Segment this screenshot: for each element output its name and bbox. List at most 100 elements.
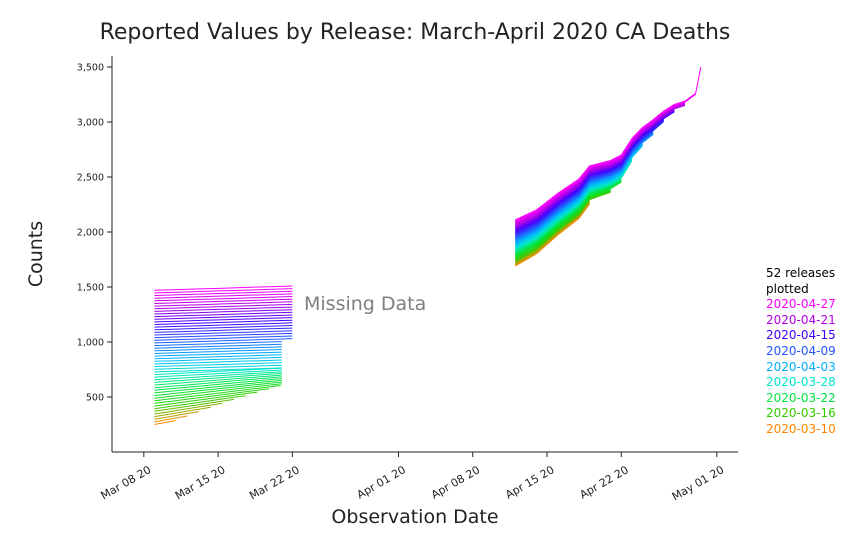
release-line-april-11	[514, 181, 622, 257]
x-tick-label-2: Mar 22 20	[247, 463, 302, 502]
release-lines	[154, 66, 702, 425]
x-tick-label-5: Apr 15 20	[503, 463, 556, 501]
release-line-march-18	[154, 369, 282, 378]
release-line-march-40	[154, 314, 293, 320]
release-line-april-34	[514, 120, 665, 236]
release-line-march-31	[154, 338, 293, 344]
release-line-march-10	[154, 383, 282, 399]
release-line-march-27	[154, 349, 282, 354]
y-axis-label: Counts	[25, 220, 47, 288]
release-line-march-49	[154, 290, 293, 297]
x-tick-label-7: May 01 20	[670, 463, 726, 503]
x-axis-label: Observation Date	[331, 506, 499, 528]
release-line-march-42	[154, 309, 293, 315]
release-line-march-22	[154, 362, 282, 368]
y-tick-label-5: 3,000	[77, 118, 104, 129]
y-ticks: 500 1,000 1,500 2,000 2,500 3,000 3,500	[77, 63, 112, 404]
release-line-april-12	[514, 181, 622, 256]
release-line-march-43	[154, 306, 293, 312]
chart-title: Reported Values by Release: March-April …	[99, 20, 731, 45]
release-line-march-16	[154, 372, 282, 383]
release-line-april-9	[514, 189, 611, 259]
release-line-march-9	[154, 385, 281, 402]
x-tick-label-6: Apr 22 20	[577, 463, 630, 501]
release-line-march-23	[154, 359, 282, 365]
y-tick-label-3: 2,000	[77, 228, 104, 239]
x-tick-label-4: Apr 08 20	[429, 463, 482, 501]
release-line-march-29	[154, 343, 282, 349]
release-line-april-15	[514, 179, 622, 253]
release-line-april-10	[514, 188, 611, 258]
release-line-april-7	[514, 190, 611, 261]
release-line-march-38	[154, 319, 293, 325]
x-tick-label-3: Apr 01 20	[355, 463, 408, 501]
release-line-april-8	[514, 190, 611, 260]
release-line-march-0	[154, 420, 176, 425]
release-line-march-47	[154, 296, 293, 302]
release-line-april-51	[514, 66, 702, 221]
legend-entry-4: 2020-04-03	[766, 359, 836, 374]
legend: 52 releases plotted 2020-04-27 2020-04-21 2…	[766, 266, 836, 438]
legend-entry-0: 2020-04-27	[766, 297, 836, 312]
release-line-march-13	[154, 378, 282, 391]
release-line-march-3	[154, 406, 211, 418]
missing-data-annotation: Missing Data	[304, 293, 427, 315]
legend-entry-6: 2020-03-22	[766, 390, 836, 405]
release-line-march-12	[154, 379, 282, 394]
release-line-march-39	[154, 317, 293, 323]
release-line-april-37	[514, 118, 665, 234]
release-line-march-11	[154, 381, 282, 397]
release-line-march-50	[154, 288, 293, 294]
release-line-april-16	[514, 178, 622, 253]
legend-entry-1: 2020-04-21	[766, 312, 836, 327]
release-line-march-46	[154, 298, 293, 304]
release-line-march-15	[154, 374, 282, 386]
release-line-march-33	[154, 332, 293, 339]
legend-entry-8: 2020-03-10	[766, 421, 836, 436]
release-line-march-14	[154, 376, 282, 389]
release-line-march-32	[154, 335, 293, 341]
release-line-march-34	[154, 330, 293, 336]
release-line-april-6	[514, 191, 611, 262]
x-tick-label-0: Mar 08 20	[99, 463, 154, 502]
y-tick-label-0: 500	[86, 393, 104, 404]
y-tick-label-2: 1,500	[77, 283, 104, 294]
release-line-march-48	[154, 293, 293, 299]
legend-entry-2: 2020-04-15	[766, 328, 836, 343]
release-line-march-4	[154, 402, 223, 415]
release-line-march-26	[154, 351, 282, 357]
release-line-march-19	[154, 367, 282, 375]
release-line-march-24	[154, 356, 282, 362]
release-line-march-36	[154, 325, 293, 331]
release-line-march-17	[154, 371, 282, 381]
release-line-april-14	[514, 179, 622, 254]
release-line-march-28	[154, 346, 282, 352]
release-line-march-20	[154, 367, 282, 373]
legend-entry-3: 2020-04-09	[766, 343, 836, 358]
release-line-march-5	[154, 398, 235, 412]
release-line-march-2	[154, 411, 200, 420]
legend-entry-7: 2020-03-16	[766, 406, 836, 421]
release-line-march-21	[154, 364, 282, 370]
release-line-march-51	[154, 285, 293, 291]
release-line-march-7	[154, 391, 258, 407]
release-line-april-13	[514, 180, 622, 255]
x-ticks: Mar 08 20 Mar 15 20 Mar 22 20 Apr 01 20 Apr …	[99, 452, 726, 503]
release-line-march-35	[154, 327, 293, 333]
release-line-march-44	[154, 303, 293, 310]
x-tick-label-1: Mar 15 20	[173, 463, 228, 502]
release-line-march-37	[154, 322, 293, 328]
y-tick-label-1: 1,000	[77, 338, 104, 349]
release-line-march-45	[154, 301, 293, 307]
release-line-march-30	[154, 341, 282, 347]
legend-entry-5: 2020-03-28	[766, 375, 836, 390]
release-line-march-6	[154, 395, 246, 410]
y-tick-label-4: 2,500	[77, 173, 104, 184]
release-line-march-25	[154, 354, 282, 360]
release-line-march-1	[154, 415, 188, 423]
release-line-march-41	[154, 311, 293, 318]
release-line-march-8	[154, 388, 270, 404]
legend-title: 52 releases plotted	[766, 266, 836, 296]
y-tick-label-6: 3,500	[77, 63, 104, 74]
